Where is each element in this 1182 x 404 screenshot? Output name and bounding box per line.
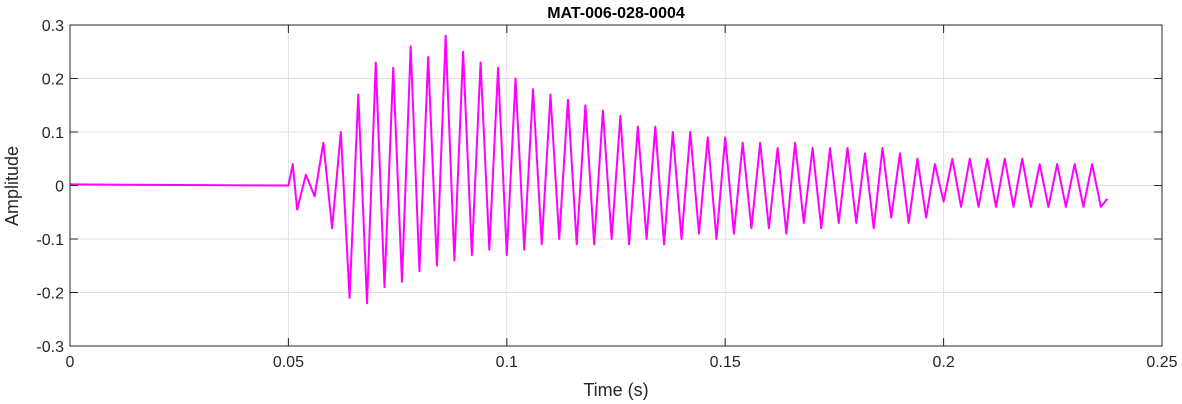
x-tick-label: 0.2 <box>932 354 954 371</box>
y-tick-label: 0.3 <box>42 18 64 35</box>
x-tick-label: 0.05 <box>273 354 304 371</box>
y-tick-label: 0.1 <box>42 125 64 142</box>
y-tick-label: -0.1 <box>36 232 64 249</box>
chart-title: MAT-006-028-0004 <box>547 5 685 22</box>
x-tick-label: 0 <box>66 354 75 371</box>
x-tick-label: 0.15 <box>710 354 741 371</box>
x-tick-label: 0.1 <box>496 354 518 371</box>
y-tick-label: 0 <box>55 179 64 196</box>
x-tick-label: 0.25 <box>1146 354 1177 371</box>
x-axis-label: Time (s) <box>583 380 648 400</box>
series-line <box>69 34 1109 305</box>
y-axis-label: Amplitude <box>2 146 22 226</box>
ticks <box>69 24 1163 347</box>
y-tick-label: -0.2 <box>36 286 64 303</box>
tick-labels: 0 0.05 0.1 0.15 0.2 0.25 0.3 0.2 0.1 0 -0.1 -0.2 -0.… <box>36 18 1177 371</box>
y-tick-label: 0.2 <box>42 72 64 89</box>
y-tick-label: -0.3 <box>36 339 64 356</box>
